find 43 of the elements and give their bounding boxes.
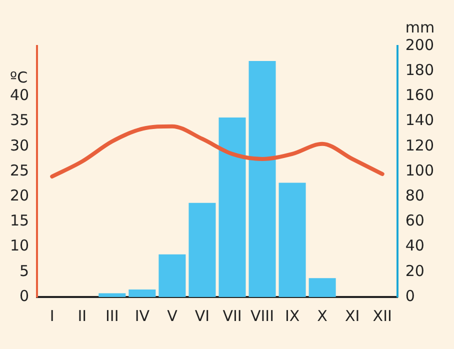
x-tick-label: VI	[194, 306, 210, 325]
x-tick-label: IX	[284, 306, 300, 325]
line-series	[50, 124, 384, 179]
bar	[98, 293, 126, 297]
y2-tick-label: 0	[405, 286, 415, 305]
y-tick-label: 5	[20, 262, 30, 280]
x-tick-label: II	[78, 306, 87, 325]
bar	[158, 254, 186, 297]
bar	[248, 61, 276, 297]
y2-axis-title: mm	[405, 18, 435, 36]
y2-tick-label: 40	[405, 236, 424, 255]
y2-tick-label: 180	[405, 60, 434, 79]
x-tick-label: VIII	[250, 306, 274, 325]
y-tick-label: 15	[10, 212, 30, 230]
y-tick-label: 35	[10, 111, 30, 130]
x-tick-label: V	[167, 306, 178, 325]
y-tick-label: 0	[20, 286, 30, 305]
y2-tick-label: 100	[405, 161, 434, 180]
bar	[188, 202, 216, 297]
y2-tick-label: 160	[405, 86, 434, 104]
y-tick-label: 40	[10, 86, 30, 104]
x-tick-label: III	[106, 306, 119, 325]
x-tick-label: I	[50, 306, 54, 325]
x-tick-label: XI	[344, 306, 360, 325]
bar	[128, 289, 156, 297]
x-tick-label: IV	[134, 306, 150, 325]
y2-tick-label: 60	[405, 212, 424, 230]
y2-tick-label: 120	[405, 136, 434, 154]
y-axis-title: ºC	[10, 68, 28, 87]
x-tick-label: X	[317, 306, 328, 325]
y2-tick-label: 80	[405, 186, 424, 204]
bar	[278, 182, 306, 297]
y-tick-label: 30	[10, 136, 30, 154]
y-tick-label: 25	[10, 161, 30, 180]
bar	[308, 278, 336, 297]
x-tick-label: XII	[372, 306, 392, 325]
y2-tick-label: 140	[405, 111, 434, 130]
y-tick-label: 20	[10, 186, 30, 204]
y-tick-label: 10	[10, 236, 30, 255]
x-tick-label: VII	[222, 306, 242, 325]
bar	[218, 118, 246, 297]
y2-tick-label: 20	[405, 262, 424, 280]
y2-tick-label: 200	[405, 36, 434, 54]
